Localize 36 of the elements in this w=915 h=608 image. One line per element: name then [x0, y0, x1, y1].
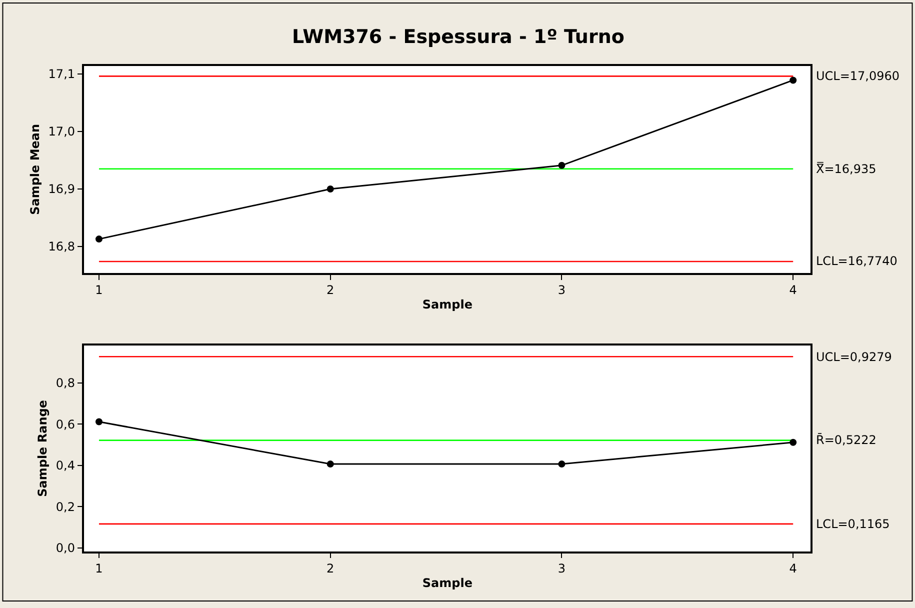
point [95, 418, 102, 426]
y-tick-label: 0,6 [56, 417, 76, 432]
ref-line-label: UCL=17,0960 [816, 69, 900, 83]
point [326, 185, 334, 192]
ref-line-label: UCL=0,9279 [816, 350, 892, 364]
ref-line-label: LCL=0,1165 [816, 517, 890, 531]
y-tick-label: 0,0 [56, 541, 76, 556]
x-tick-label: 3 [558, 283, 566, 298]
ref-line-label: R̄=0,5222 [816, 433, 876, 448]
point [558, 460, 566, 468]
point [95, 236, 102, 243]
point [326, 460, 334, 468]
y-tick-label: 0,8 [56, 376, 76, 390]
x-tick-label: 1 [95, 562, 103, 576]
x-tick-label: 2 [326, 562, 334, 576]
ref-line-label: X̿=16,935 [816, 161, 876, 176]
chart-title: LWM376 - Espessura - 1º Turno [292, 26, 624, 48]
y-tick-label: 0,2 [56, 500, 76, 514]
point [558, 162, 566, 169]
x-axis-title: Sample [422, 298, 472, 312]
x-tick-label: 1 [95, 283, 103, 298]
y-tick-label: 17,1 [48, 67, 76, 82]
ref-line-label: LCL=16,7740 [816, 254, 898, 268]
point [790, 76, 797, 84]
y-tick-label: 17,0 [48, 124, 76, 139]
point [790, 438, 797, 446]
y-tick-label: 0,4 [56, 458, 76, 473]
x-axis-title: Sample [422, 576, 472, 590]
x-tick-label: 4 [789, 562, 797, 576]
y-tick-label: 16,8 [48, 240, 76, 254]
x-tick-label: 2 [326, 283, 334, 298]
y-axis-title: Sample Range [36, 400, 50, 497]
y-tick-label: 16,9 [48, 182, 76, 196]
x-tick-label: 3 [558, 562, 566, 576]
x-tick-label: 4 [789, 283, 797, 298]
y-axis-title: Sample Mean [28, 124, 42, 215]
